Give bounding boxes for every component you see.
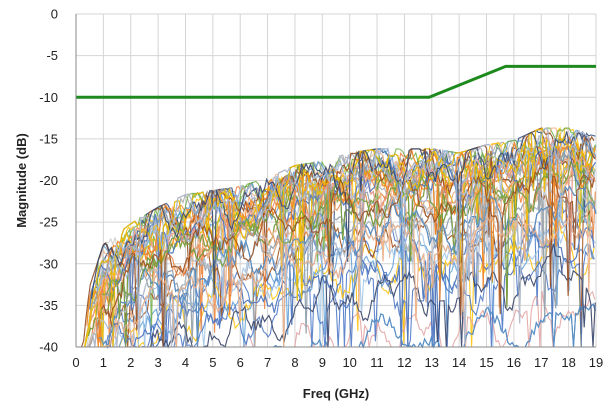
x-tick-label: 6 <box>237 355 244 370</box>
x-tick-label: 10 <box>342 355 356 370</box>
x-tick-label: 16 <box>507 355 521 370</box>
x-tick-label: 2 <box>127 355 134 370</box>
limit-line <box>76 64 596 99</box>
x-tick-label: 13 <box>425 355 439 370</box>
measurement-trace <box>101 158 595 348</box>
y-tick-label: -25 <box>39 215 58 230</box>
x-tick-label: 18 <box>561 355 575 370</box>
measurement-trace <box>91 243 596 349</box>
y-tick-label: 0 <box>51 7 58 22</box>
measurement-trace <box>101 160 596 319</box>
x-tick-label: 12 <box>397 355 411 370</box>
measurement-trace <box>90 222 595 348</box>
y-tick-label: -40 <box>39 340 58 355</box>
measurement-traces <box>80 126 597 349</box>
y-tick-label: -20 <box>39 173 58 188</box>
y-tick-labels: 0 -5 -10 -15 -20 -25 -30 -35 -40 <box>39 7 58 355</box>
measurement-trace <box>89 138 596 311</box>
x-tick-label: 0 <box>72 355 79 370</box>
x-tick-labels: 0 1 2 3 4 5 6 7 8 9 10 11 12 13 14 15 16 17 18 19 <box>72 355 603 370</box>
x-tick-label: 9 <box>319 355 326 370</box>
x-tick-label: 5 <box>209 355 216 370</box>
measurement-trace <box>81 211 595 348</box>
x-axis-title: Freq (GHz) <box>303 386 369 401</box>
axes <box>75 14 596 348</box>
y-tick-label: -30 <box>39 256 58 271</box>
measurement-trace <box>80 127 595 348</box>
x-tick-label: 19 <box>589 355 603 370</box>
x-tick-label: 15 <box>479 355 493 370</box>
y-tick-label: -15 <box>39 131 58 146</box>
measurement-trace <box>91 131 596 300</box>
x-tick-label: 11 <box>370 355 384 370</box>
x-tick-label: 4 <box>182 355 189 370</box>
measurement-trace <box>83 184 595 348</box>
x-tick-label: 1 <box>100 355 107 370</box>
x-tick-label: 17 <box>534 355 548 370</box>
x-tick-label: 7 <box>264 355 271 370</box>
limit-line-group <box>76 64 596 99</box>
y-tick-label: -10 <box>39 90 58 105</box>
x-tick-label: 14 <box>452 355 466 370</box>
measurement-trace <box>94 127 595 320</box>
y-tick-label: -35 <box>39 298 58 313</box>
measurement-trace <box>98 185 597 349</box>
y-axis-title: Magnitude (dB) <box>14 133 29 228</box>
y-tick-label: -5 <box>46 48 58 63</box>
x-tick-label: 8 <box>291 355 298 370</box>
x-tick-label: 3 <box>154 355 161 370</box>
measurement-trace <box>88 212 596 348</box>
